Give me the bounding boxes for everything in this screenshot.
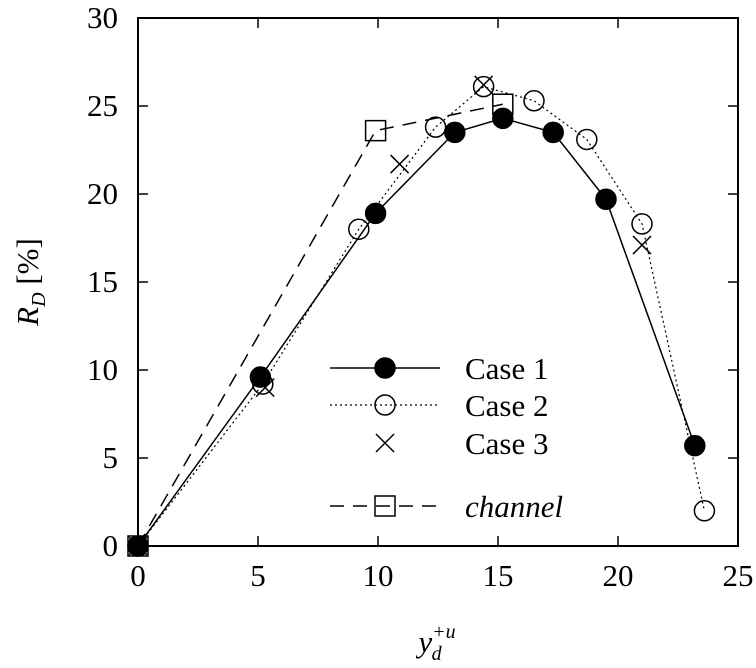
- marker-case-1-7: [684, 434, 706, 457]
- x-axis-title: y+u d: [415, 621, 455, 665]
- legend-label-case-2: Case 2: [465, 388, 549, 423]
- marker-case-3-3: [474, 75, 494, 95]
- marker-case-2-6: [576, 128, 598, 151]
- y-axis-title: RD [%]: [10, 238, 50, 327]
- y-tick-label-1: 5: [103, 440, 119, 475]
- marker-case-2-1: [252, 373, 274, 395]
- x-tick-label-3: 15: [483, 558, 514, 593]
- legend-marker-channel: [374, 495, 396, 517]
- marker-case-1-5: [542, 121, 564, 144]
- tick-labels: 0 5 10 15 20 25 0 5 10 15 20 25 30: [87, 0, 754, 593]
- y-tick-label-0: 0: [103, 528, 119, 563]
- x-tick-label-0: 0: [130, 558, 146, 593]
- series-line-channel: [137, 103, 503, 547]
- marker-channel-2: [492, 93, 514, 115]
- marker-channel-0: [127, 535, 149, 557]
- axis-ticks: [137, 17, 739, 547]
- y-tick-label-5: 25: [87, 88, 118, 123]
- marker-case-3-1: [255, 378, 275, 398]
- marker-case-3-4: [632, 235, 652, 255]
- marker-case-3-2: [390, 154, 410, 174]
- marker-channel-1: [364, 119, 387, 142]
- legend-label-case-1: Case 1: [465, 351, 549, 386]
- y-tick-label-3: 15: [87, 264, 118, 299]
- x-tick-label-5: 25: [723, 558, 754, 593]
- legend-marker-case-2: [374, 394, 396, 416]
- marker-case-2-8: [693, 500, 716, 522]
- legend-marker-case-3: [375, 433, 395, 453]
- series-markers: [127, 75, 716, 557]
- series-line-case-2: [137, 85, 705, 547]
- series-line-case-1: [137, 117, 696, 547]
- legend-marker-case-1: [374, 357, 396, 379]
- legend-label-case-3: Case 3: [465, 426, 549, 461]
- y-tick-label-4: 20: [87, 176, 118, 211]
- legend-label-channel: channel: [465, 489, 563, 524]
- marker-case-2-5: [523, 89, 545, 112]
- y-tick-label-6: 30: [87, 0, 118, 35]
- x-tick-label-4: 20: [603, 558, 634, 593]
- series-lines: [137, 85, 705, 547]
- marker-case-2-3: [424, 116, 447, 138]
- marker-case-1-6: [595, 188, 617, 211]
- marker-case-2-4: [472, 75, 495, 98]
- x-tick-label-1: 5: [250, 558, 266, 593]
- marker-case-1-2: [364, 202, 387, 225]
- plot-frame: [137, 17, 739, 547]
- marker-case-1-3: [444, 121, 466, 144]
- x-tick-label-2: 10: [363, 558, 394, 593]
- y-tick-label-2: 10: [87, 352, 118, 387]
- marker-case-2-2: [348, 218, 370, 240]
- marker-case-1-4: [492, 107, 514, 130]
- marker-case-2-7: [631, 213, 653, 235]
- marker-case-3-0: [128, 536, 148, 556]
